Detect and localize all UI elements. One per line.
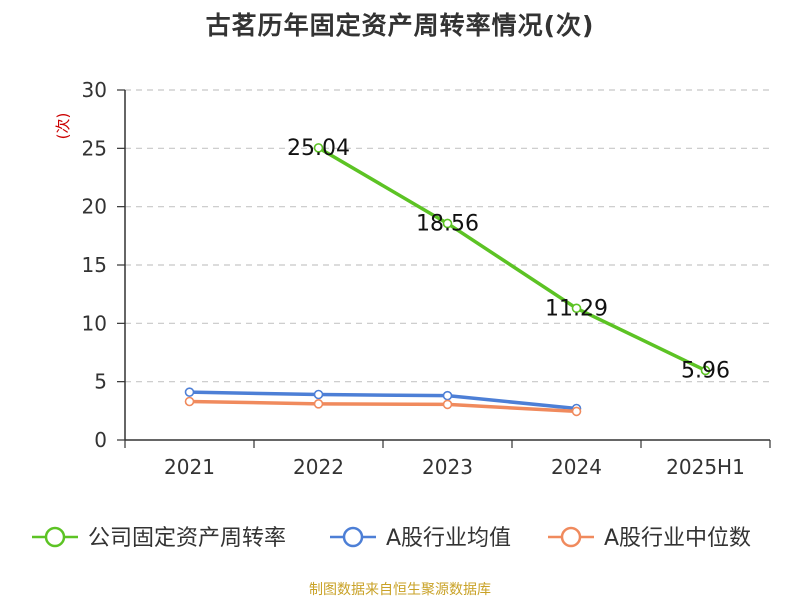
legend-label: A股行业中位数 xyxy=(604,526,751,551)
chart-title: 古茗历年固定资产周转率情况(次) xyxy=(205,11,595,40)
data-point xyxy=(571,406,582,417)
source-note: 制图数据来自恒生聚源数据库 xyxy=(309,582,491,598)
data-point xyxy=(184,387,195,397)
legend-marker xyxy=(560,526,582,548)
x-tick-label: 2021 xyxy=(164,455,215,479)
data-label: 5.96 xyxy=(681,358,730,383)
y-tick-label: 10 xyxy=(82,311,107,335)
series-lines xyxy=(184,143,711,417)
data-point xyxy=(571,303,582,314)
data-point xyxy=(313,399,324,409)
grid-lines xyxy=(125,89,770,383)
legend-marker xyxy=(44,526,66,548)
data-label: 18.56 xyxy=(416,211,479,236)
series-line-2 xyxy=(187,399,579,414)
data-labels: 25.04 18.56 11.29 5.96 xyxy=(287,136,730,384)
x-tick-label: 2022 xyxy=(293,455,344,479)
y-tick-label: 0 xyxy=(94,428,107,452)
legend-label: A股行业均值 xyxy=(386,526,511,551)
x-tick-label: 2023 xyxy=(422,455,473,479)
data-point xyxy=(313,143,324,153)
data-point xyxy=(442,218,453,229)
y-tick-label: 5 xyxy=(94,370,107,394)
y-tick-label: 20 xyxy=(82,195,107,219)
series-line-0 xyxy=(316,146,708,373)
x-tick-label: 2024 xyxy=(551,455,602,479)
legend[interactable]: 公司固定资产周转率 A股行业均值 A股行业中位数 xyxy=(32,526,751,551)
y-tick-label: 30 xyxy=(82,78,107,102)
legend-label: 公司固定资产周转率 xyxy=(88,526,286,551)
data-point xyxy=(184,396,195,407)
y-tick-label: 25 xyxy=(82,136,107,160)
series-line-1 xyxy=(187,390,579,411)
data-label: 25.04 xyxy=(287,136,350,161)
legend-item-2[interactable]: A股行业中位数 xyxy=(548,526,751,551)
data-point xyxy=(442,399,453,410)
y-axis-label: (次) xyxy=(54,113,72,140)
data-point xyxy=(313,389,324,400)
legend-item-1[interactable]: A股行业均值 xyxy=(330,526,511,551)
axes: 0 5 10 15 20 25 30 2021 2022 2023 2024 2025H1 (次) xyxy=(54,78,771,479)
y-tick-label: 15 xyxy=(82,253,107,277)
legend-item-0[interactable]: 公司固定资产周转率 xyxy=(32,526,286,551)
data-label: 11.29 xyxy=(545,296,608,321)
x-tick-label: 2025H1 xyxy=(666,455,745,479)
legend-marker xyxy=(342,526,364,548)
data-point xyxy=(700,365,711,376)
data-point xyxy=(442,390,453,401)
